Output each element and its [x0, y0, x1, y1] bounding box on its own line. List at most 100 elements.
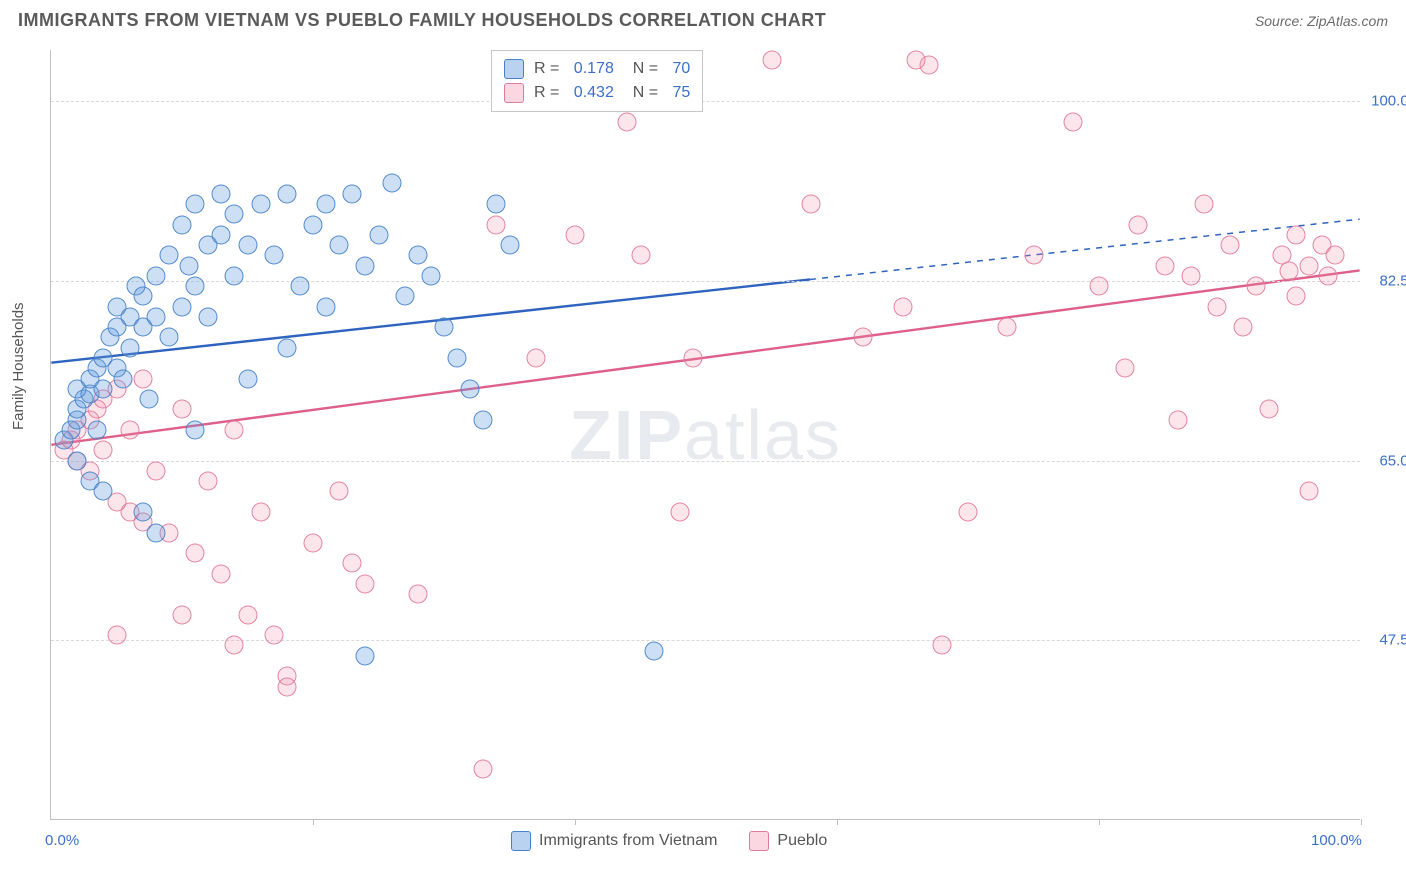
data-point: [120, 338, 139, 357]
data-point: [959, 503, 978, 522]
n-value: 70: [673, 60, 691, 78]
data-point: [225, 266, 244, 285]
data-point: [238, 605, 257, 624]
data-point: [225, 636, 244, 655]
stat-label: R =: [534, 60, 564, 78]
data-point: [290, 277, 309, 296]
data-point: [317, 195, 336, 214]
data-point: [133, 287, 152, 306]
data-point: [107, 626, 126, 645]
stats-legend-row: R = 0.432 N = 75: [504, 81, 690, 105]
data-point: [421, 266, 440, 285]
x-tick-label: 0.0%: [45, 832, 79, 849]
data-point: [1286, 287, 1305, 306]
legend-item: Immigrants from Vietnam: [511, 831, 717, 851]
data-point: [133, 369, 152, 388]
data-point: [159, 246, 178, 265]
stats-legend: R = 0.178 N = 70 R = 0.432 N = 75: [491, 50, 703, 112]
data-point: [998, 318, 1017, 337]
data-point: [238, 369, 257, 388]
r-value: 0.432: [574, 84, 614, 102]
data-point: [395, 287, 414, 306]
y-tick-label: 47.5%: [1379, 632, 1406, 649]
data-point: [146, 307, 165, 326]
data-point: [1024, 246, 1043, 265]
data-point: [1090, 277, 1109, 296]
data-point: [140, 390, 159, 409]
y-tick-label: 82.5%: [1379, 273, 1406, 290]
data-point: [212, 225, 231, 244]
data-point: [173, 605, 192, 624]
data-point: [487, 215, 506, 234]
x-tick-mark: [575, 819, 576, 825]
data-point: [801, 195, 820, 214]
data-point: [487, 195, 506, 214]
legend-swatch: [504, 83, 524, 103]
data-point: [343, 184, 362, 203]
data-point: [356, 574, 375, 593]
data-point: [186, 195, 205, 214]
data-point: [199, 307, 218, 326]
data-point: [146, 461, 165, 480]
data-point: [1063, 112, 1082, 131]
data-point: [120, 420, 139, 439]
data-point: [1234, 318, 1253, 337]
data-point: [854, 328, 873, 347]
data-point: [186, 420, 205, 439]
gridline-h: [51, 640, 1360, 641]
data-point: [670, 503, 689, 522]
data-point: [238, 236, 257, 255]
gridline-h: [51, 461, 1360, 462]
data-point: [317, 297, 336, 316]
data-point: [173, 297, 192, 316]
n-value: 75: [673, 84, 691, 102]
data-point: [1279, 261, 1298, 280]
data-point: [114, 369, 133, 388]
data-point: [435, 318, 454, 337]
data-point: [1260, 400, 1279, 419]
data-point: [94, 379, 113, 398]
data-point: [277, 677, 296, 696]
data-point: [264, 626, 283, 645]
data-point: [1221, 236, 1240, 255]
data-point: [304, 215, 323, 234]
y-axis-label: Family Households: [10, 302, 27, 430]
stat-label: N =: [624, 84, 663, 102]
data-point: [304, 533, 323, 552]
data-point: [186, 544, 205, 563]
source-attribution: Source: ZipAtlas.com: [1255, 13, 1388, 29]
x-tick-mark: [1361, 819, 1362, 825]
data-point: [919, 56, 938, 75]
scatter-chart: ZIPatlas 47.5%65.0%82.5%100.0%0.0%100.0%…: [50, 50, 1360, 820]
data-point: [408, 585, 427, 604]
data-point: [474, 410, 493, 429]
data-point: [1116, 359, 1135, 378]
data-point: [1299, 482, 1318, 501]
data-point: [277, 184, 296, 203]
data-point: [1181, 266, 1200, 285]
x-tick-mark: [313, 819, 314, 825]
data-point: [461, 379, 480, 398]
data-point: [932, 636, 951, 655]
data-point: [382, 174, 401, 193]
data-point: [212, 184, 231, 203]
data-point: [566, 225, 585, 244]
data-point: [1155, 256, 1174, 275]
legend-label: Pueblo: [777, 832, 827, 850]
data-point: [87, 420, 106, 439]
data-point: [277, 338, 296, 357]
legend-swatch: [749, 831, 769, 851]
x-tick-mark: [1099, 819, 1100, 825]
data-point: [893, 297, 912, 316]
legend-swatch: [511, 831, 531, 851]
data-point: [1247, 277, 1266, 296]
data-point: [186, 277, 205, 296]
x-tick-mark: [837, 819, 838, 825]
data-point: [199, 472, 218, 491]
data-point: [251, 503, 270, 522]
r-value: 0.178: [574, 60, 614, 78]
data-point: [251, 195, 270, 214]
stat-label: N =: [624, 60, 663, 78]
gridline-h: [51, 281, 1360, 282]
data-point: [1319, 266, 1338, 285]
